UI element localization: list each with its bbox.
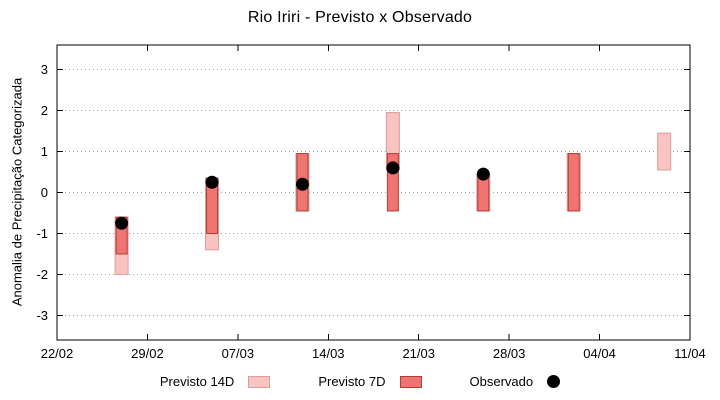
- legend-item-previsto-14d: Previsto 14D: [159, 374, 271, 389]
- observed-dot: [115, 216, 129, 230]
- forecast-7d-bar: [386, 153, 399, 212]
- y-tick-label: 1: [41, 144, 48, 159]
- y-tick-label: -1: [36, 226, 48, 241]
- forecast-14d-bar: [657, 132, 672, 171]
- x-tick-label: 22/02: [41, 346, 74, 361]
- x-tick-label: 04/04: [583, 346, 616, 361]
- legend-item-previsto-7d: Previsto 7D: [318, 374, 422, 389]
- legend-swatch-previsto-7d: [399, 375, 422, 388]
- legend-swatch-previsto-14d: [248, 375, 271, 388]
- y-tick-label: 3: [41, 62, 48, 77]
- legend-item-observado: Observado: [470, 374, 561, 389]
- legend-label-observado: Observado: [469, 374, 534, 389]
- y-tick-label: 2: [41, 103, 48, 118]
- legend: Previsto 14D Previsto 7D Observado: [0, 374, 720, 389]
- y-tick-label: 0: [41, 185, 48, 200]
- x-tick-label: 21/03: [402, 346, 435, 361]
- y-tick-label: -3: [36, 308, 48, 323]
- legend-label-previsto-14d: Previsto 14D: [159, 374, 235, 389]
- forecast-7d-bar: [567, 153, 580, 212]
- observed-dot: [295, 177, 309, 191]
- x-tick-label: 07/03: [222, 346, 255, 361]
- x-tick-label: 29/02: [131, 346, 164, 361]
- chart-title: Rio Iriri - Previsto x Observado: [247, 9, 473, 26]
- observed-dot: [476, 167, 490, 181]
- x-tick-label: 28/03: [493, 346, 526, 361]
- legend-label-previsto-7d: Previsto 7D: [318, 374, 386, 389]
- x-tick-label: 14/03: [312, 346, 345, 361]
- y-tick-label: -2: [36, 267, 48, 282]
- observed-dot: [386, 161, 400, 175]
- legend-swatch-observado: [547, 375, 561, 388]
- x-tick-label: 11/04: [674, 346, 706, 361]
- observed-dot: [205, 175, 219, 189]
